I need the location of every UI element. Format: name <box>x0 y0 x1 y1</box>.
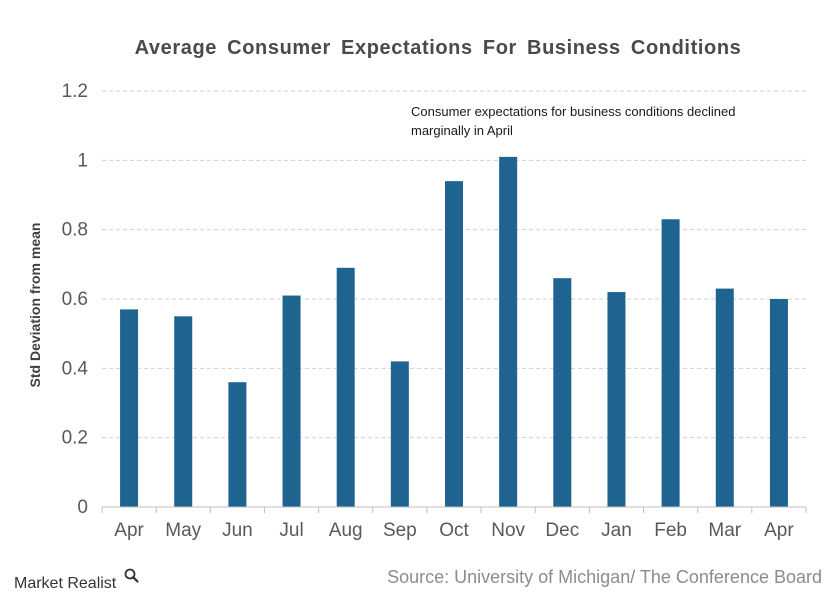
bar <box>607 292 626 507</box>
y-axis-ticks: 0 0.2 0.4 0.6 0.8 1 1.2 <box>62 81 89 518</box>
x-tick-label: Nov <box>491 520 525 541</box>
bar <box>120 309 139 507</box>
annotation-line-2: marginally in April <box>411 123 513 138</box>
x-axis-ticks: Apr May Jun Jul Aug Sep Oct Nov Dec Jan Feb Mar Apr <box>114 520 794 541</box>
x-tick-label: Dec <box>545 520 579 541</box>
bar <box>390 361 409 507</box>
x-axis <box>101 506 807 513</box>
source-note: Source: University of Michigan/ The Conf… <box>387 567 822 587</box>
bar <box>499 156 518 507</box>
x-tick-label: Sep <box>383 520 417 541</box>
x-tick-label: Jun <box>222 520 253 541</box>
bar <box>553 278 572 507</box>
magnifier-icon <box>124 568 139 583</box>
annotation-line-1: Consumer expectations for business condi… <box>411 104 735 119</box>
x-tick-label: May <box>165 520 201 541</box>
bar <box>445 181 463 507</box>
x-tick-label: Apr <box>114 520 144 541</box>
bars <box>120 156 788 507</box>
bar <box>282 295 301 507</box>
y-tick-label: 0.6 <box>62 289 88 310</box>
y-tick-label: 1 <box>77 150 88 171</box>
x-tick-label: Jan <box>601 520 632 541</box>
y-axis-label: Std Deviation from mean <box>27 223 43 388</box>
y-tick-label: 0 <box>77 497 88 518</box>
bar <box>228 382 247 507</box>
x-tick-label: Feb <box>654 520 687 541</box>
x-tick-label: Oct <box>439 520 469 541</box>
y-tick-label: 0.2 <box>62 428 88 449</box>
bar <box>769 299 788 507</box>
bar <box>174 316 193 507</box>
y-tick-label: 1.2 <box>62 81 88 102</box>
x-tick-label: Mar <box>708 520 741 541</box>
bar <box>715 288 734 507</box>
brand-name: Market Realist <box>14 575 117 592</box>
bar <box>336 267 355 507</box>
bar <box>661 219 680 507</box>
x-tick-label: Apr <box>764 520 794 541</box>
x-tick-label: Aug <box>329 520 363 541</box>
y-tick-label: 0.8 <box>62 220 88 241</box>
brand-logo: Market Realist <box>14 568 139 592</box>
y-tick-label: 0.4 <box>62 358 89 379</box>
chart-title: Average Consumer Expectations For Busine… <box>135 37 742 59</box>
x-tick-label: Jul <box>279 520 303 541</box>
annotation: Consumer expectations for business condi… <box>411 104 735 138</box>
